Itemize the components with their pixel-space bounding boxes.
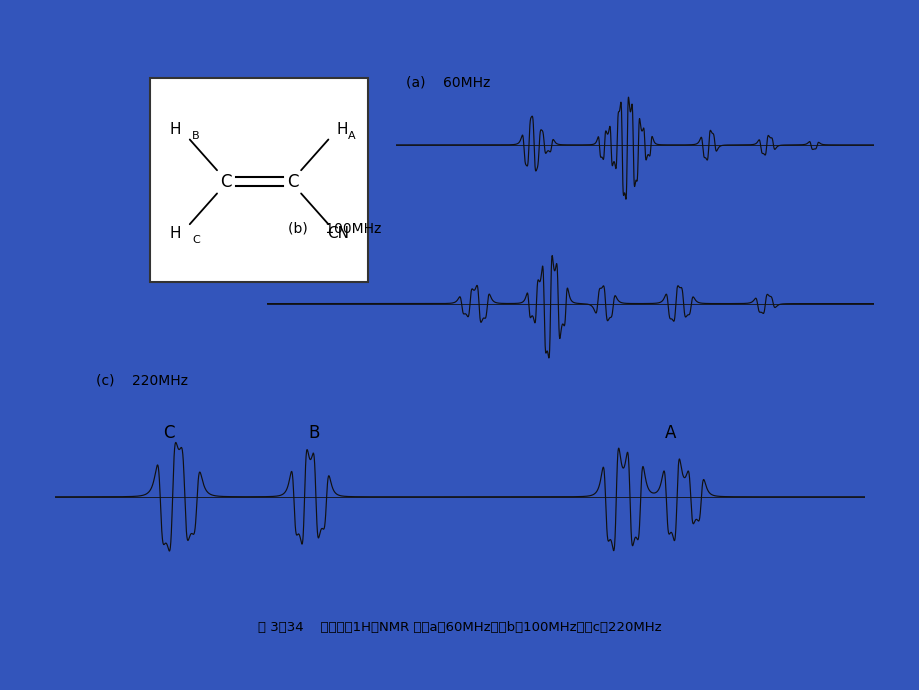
Text: B: B (308, 424, 320, 442)
Text: C: C (163, 424, 174, 442)
Text: A: A (347, 131, 355, 141)
Text: C: C (287, 173, 298, 191)
Text: 图 3－34    丙烯腔的1H－NMR 谱（a）60MHz；（b）100MHz；（c）220MHz: 图 3－34 丙烯腔的1H－NMR 谱（a）60MHz；（b）100MHz；（c… (258, 621, 661, 634)
Text: CN: CN (327, 226, 349, 242)
Text: (b)    100MHz: (b) 100MHz (288, 221, 381, 235)
Text: H: H (336, 122, 348, 137)
Text: (c)    220MHz: (c) 220MHz (96, 373, 187, 388)
Text: A: A (664, 424, 675, 442)
Bar (150, 79, 368, 282)
Text: B: B (192, 131, 199, 141)
Text: C: C (220, 173, 231, 191)
Text: H: H (169, 122, 181, 137)
Text: (a)    60MHz: (a) 60MHz (405, 75, 490, 89)
Text: C: C (192, 235, 199, 245)
Text: H: H (169, 226, 181, 242)
